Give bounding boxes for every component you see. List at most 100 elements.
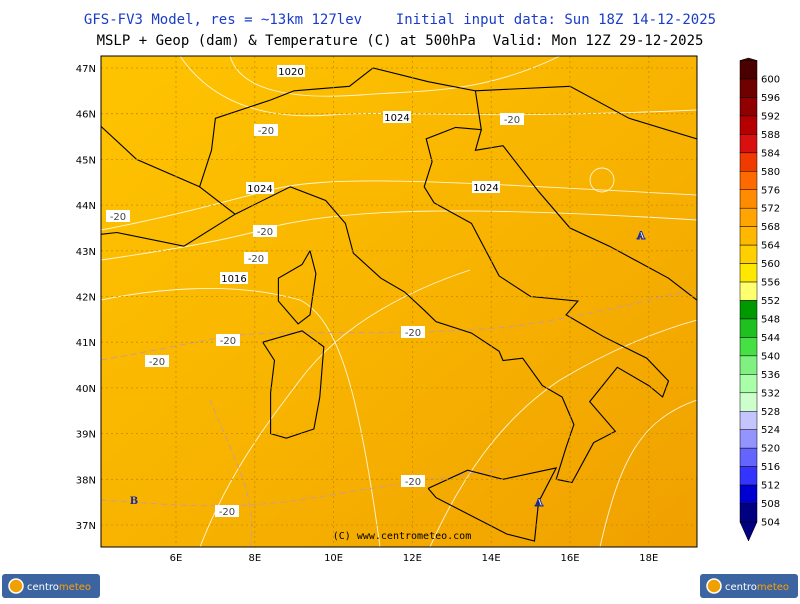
- colorbar-cell: [739, 447, 758, 467]
- isobar-label: 1024: [473, 183, 498, 194]
- isotherm-label: -20: [248, 254, 264, 265]
- colorbar-cell: [739, 78, 758, 98]
- isotherm-label: -20: [405, 477, 421, 488]
- isotherm-label-bg: [106, 210, 130, 222]
- map-frame: [100, 55, 698, 548]
- colorbar-label: 504: [761, 518, 780, 529]
- header-line1: GFS-FV3 Model, res = ~13km 127lev Initia…: [84, 12, 716, 28]
- isobar-label-bg: [277, 65, 305, 77]
- isotherm-label-bg: [500, 113, 524, 125]
- isotherm-label: -20: [110, 212, 126, 223]
- copyright: (C) www.centrometeo.com: [333, 531, 471, 542]
- logo-word: centro: [27, 582, 59, 593]
- colorbar-cell: [739, 244, 758, 264]
- lon-label: 10E: [324, 553, 343, 564]
- colorbar-label: 588: [761, 130, 780, 141]
- colorbar-cell: [739, 60, 758, 80]
- lat-label: 45N: [76, 155, 96, 166]
- colorbar-cell: [739, 429, 758, 449]
- colorbar-label: 508: [761, 499, 780, 510]
- colorbar-label: 572: [761, 204, 780, 215]
- colorbar-cell: [739, 355, 758, 375]
- lon-label: 18E: [639, 553, 658, 564]
- logo-box: [2, 574, 100, 598]
- colorbar-label: 584: [761, 148, 780, 159]
- colorbar-label: 556: [761, 278, 780, 289]
- colorbar-label: 568: [761, 222, 780, 233]
- header-line2: MSLP + Geop (dam) & Temperature (C) at 5…: [97, 33, 704, 49]
- map-layer: [101, 56, 697, 547]
- lat-label: 41N: [76, 338, 96, 349]
- logo-text: centrometeo: [27, 582, 91, 593]
- colorbar-cell: [739, 466, 758, 486]
- colorbar-label: 540: [761, 351, 780, 362]
- colorbar-label: 520: [761, 444, 780, 455]
- lat-label: 38N: [76, 475, 96, 486]
- colorbar-cell: [739, 337, 758, 357]
- lon-label: 16E: [560, 553, 579, 564]
- colorbar-label: 576: [761, 185, 780, 196]
- lon-label: 12E: [403, 553, 422, 564]
- colorbar-cell: [739, 189, 758, 209]
- lat-label: 47N: [76, 64, 96, 75]
- colorbar-cell: [739, 171, 758, 191]
- lat-label: 43N: [76, 247, 96, 258]
- pressure-center: B: [130, 496, 138, 507]
- isobar-label-bg: [246, 182, 274, 194]
- isotherm-label: -20: [257, 227, 273, 238]
- colorbar-label: 544: [761, 333, 780, 344]
- lat-label: 46N: [76, 110, 96, 121]
- isotherm-label: -20: [258, 126, 274, 137]
- isobar-label-bg: [383, 111, 411, 123]
- colorbar-cell: [739, 226, 758, 246]
- lon-label: 14E: [482, 553, 501, 564]
- colorbar-cell: [739, 392, 758, 412]
- lat-label: 44N: [76, 201, 96, 212]
- lon-label: 6E: [170, 553, 183, 564]
- colorbar-label: 528: [761, 407, 780, 418]
- colorbar-cell: [739, 374, 758, 394]
- pressure-center: A: [534, 498, 543, 509]
- coastline: [262, 330, 325, 439]
- lat-label: 42N: [76, 293, 96, 304]
- isobar-label: 1020: [278, 67, 303, 78]
- logo-icon: [8, 578, 24, 594]
- logo-icon: [706, 578, 722, 594]
- isotherm-label-bg: [401, 326, 425, 338]
- colorbar-label: 600: [761, 75, 780, 86]
- isotherm-label-bg: [216, 334, 240, 346]
- isotherm-label: -20: [405, 328, 421, 339]
- lat-label: 40N: [76, 384, 96, 395]
- lat-label: 39N: [76, 430, 96, 441]
- colorbar-label: 548: [761, 314, 780, 325]
- isotherm-label-bg: [254, 124, 278, 136]
- lon-label: 8E: [248, 553, 261, 564]
- isobar-label: 1024: [384, 113, 409, 124]
- isotherm-label: -20: [504, 115, 520, 126]
- isobar-label: 1024: [247, 184, 272, 195]
- colorbar-label: 552: [761, 296, 780, 307]
- colorbar-cell: [739, 281, 758, 301]
- coastline: [475, 85, 697, 140]
- logo-word: centro: [725, 582, 757, 593]
- isotherm-label: -20: [219, 507, 235, 518]
- isotherm-label-bg: [215, 505, 239, 517]
- isobar-label: 1016: [221, 274, 246, 285]
- coastline: [101, 213, 236, 247]
- map-background: [101, 56, 697, 547]
- isobar-label-bg: [472, 181, 500, 193]
- isotherm-label-bg: [244, 252, 268, 264]
- colorbar-label: 596: [761, 93, 780, 104]
- lat-label: 37N: [76, 521, 96, 532]
- colorbar-cell: [739, 115, 758, 135]
- colorbar-cell: [739, 134, 758, 154]
- colorbar-cell: [739, 411, 758, 430]
- colorbar-label: 524: [761, 425, 780, 436]
- pressure-center: A: [636, 231, 645, 242]
- coastline: [198, 67, 670, 484]
- colorbar-label: 532: [761, 388, 780, 399]
- coastline: [277, 250, 317, 325]
- colorbar-top-tip: [739, 57, 758, 61]
- colorbar-label: 516: [761, 462, 780, 473]
